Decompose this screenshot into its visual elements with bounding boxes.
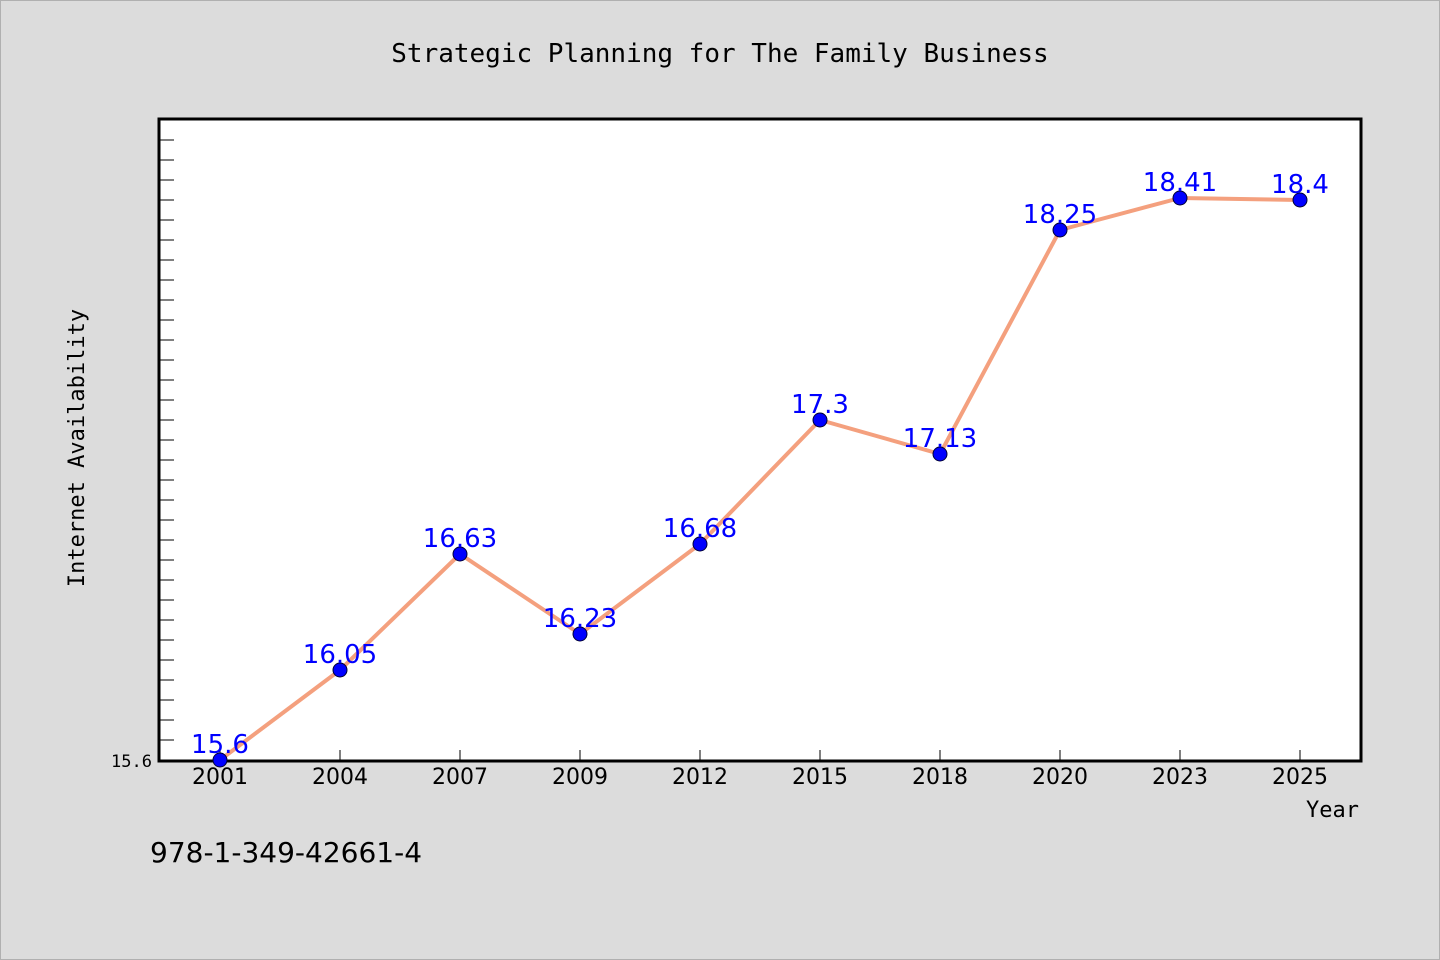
data-point [692,536,708,552]
data-label: 18.25 [1023,200,1097,230]
data-label: 17.3 [791,390,849,420]
data-label: 16.63 [423,524,497,554]
data-series: 15.6 16.05 16.63 16.23 16.68 17.3 17.13 18.25 18… [191,168,1329,768]
data-point [572,626,588,642]
data-label: 16.05 [303,640,377,670]
x-tick-label: 2004 [312,765,368,790]
data-label: 17.13 [903,424,977,454]
x-tick-label: 2007 [432,765,488,790]
data-label: 16.68 [663,514,737,544]
data-point [332,662,348,678]
data-label: 16.23 [543,604,617,634]
data-point [1172,190,1188,206]
x-tick-label: 2015 [792,765,848,790]
isbn-footer: 978-1-349-42661-4 [150,836,422,869]
x-tick-label: 2001 [192,765,248,790]
data-point [932,446,948,462]
data-label: 18.41 [1143,168,1217,198]
data-point [1052,222,1068,238]
x-tick-labels: 2001 2004 2007 2009 2012 2015 2018 2020 2023 2025 [192,765,1328,790]
series-line [218,196,1301,762]
data-point [452,546,468,562]
x-tick-label: 2020 [1032,765,1088,790]
x-axis-label: Year [1306,798,1359,823]
x-tick-label: 2009 [552,765,608,790]
x-tick-label: 2025 [1272,765,1328,790]
data-point [1292,192,1308,208]
y-axis-ticks [160,139,174,741]
x-axis-ticks [219,750,1301,760]
data-point [212,752,228,768]
data-label: 15.6 [191,730,249,760]
chart-title: Strategic Planning for The Family Busine… [391,39,1048,69]
data-point [812,412,828,428]
x-tick-label: 2023 [1152,765,1208,790]
data-label: 18.4 [1271,170,1329,200]
y-axis-label: Internet Availability [65,309,90,587]
x-tick-label: 2018 [912,765,968,790]
x-tick-label: 2012 [672,765,728,790]
y-tick-label: 15.6 [111,752,152,772]
